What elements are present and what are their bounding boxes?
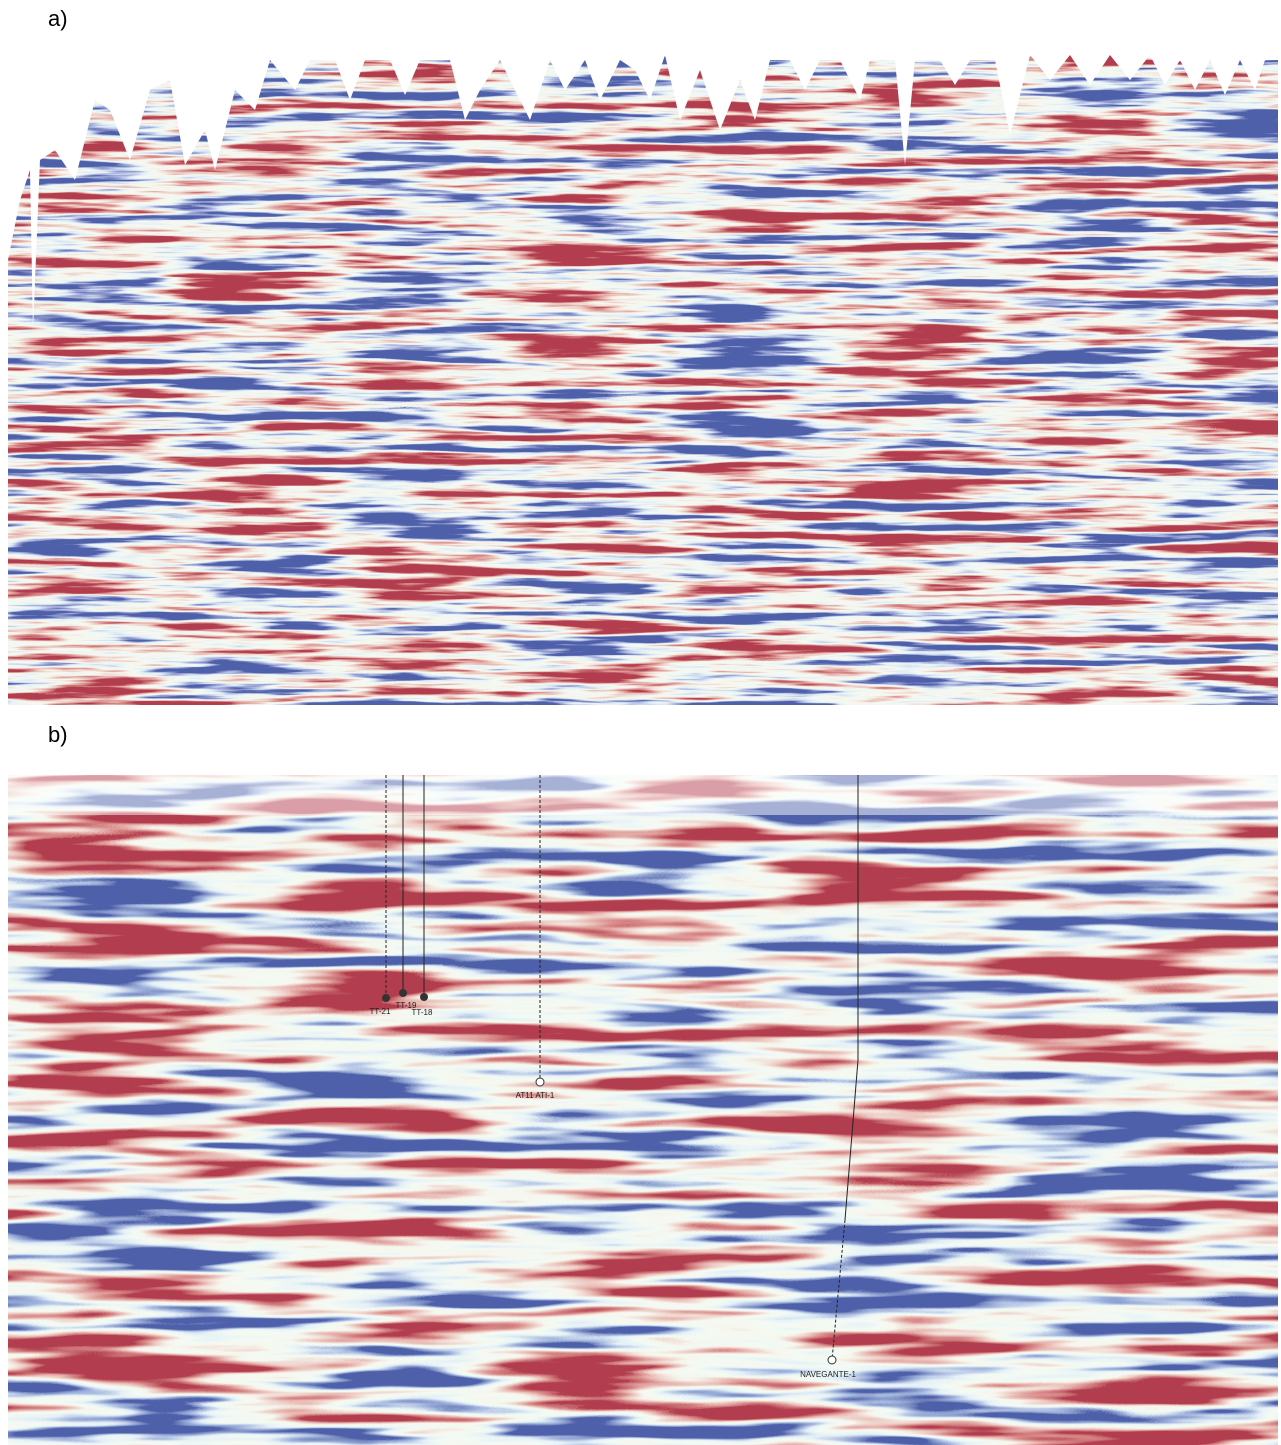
well-label: NAVEGANTE-1 [800,1370,856,1379]
section-top-edge [8,40,1278,330]
well-label: TT-21 [370,1007,391,1016]
section-fade [8,775,1278,815]
well-paths [385,775,859,1361]
seismic-section [8,775,1278,1445]
well-label: TT-19 [396,1001,417,1010]
panel-label: a) [48,6,68,31]
well-label: TT-18 [412,1008,433,1017]
well-label: AT11 ATI-1 [516,1091,555,1100]
panel-label: b) [48,722,68,747]
well-markers [382,989,837,1365]
